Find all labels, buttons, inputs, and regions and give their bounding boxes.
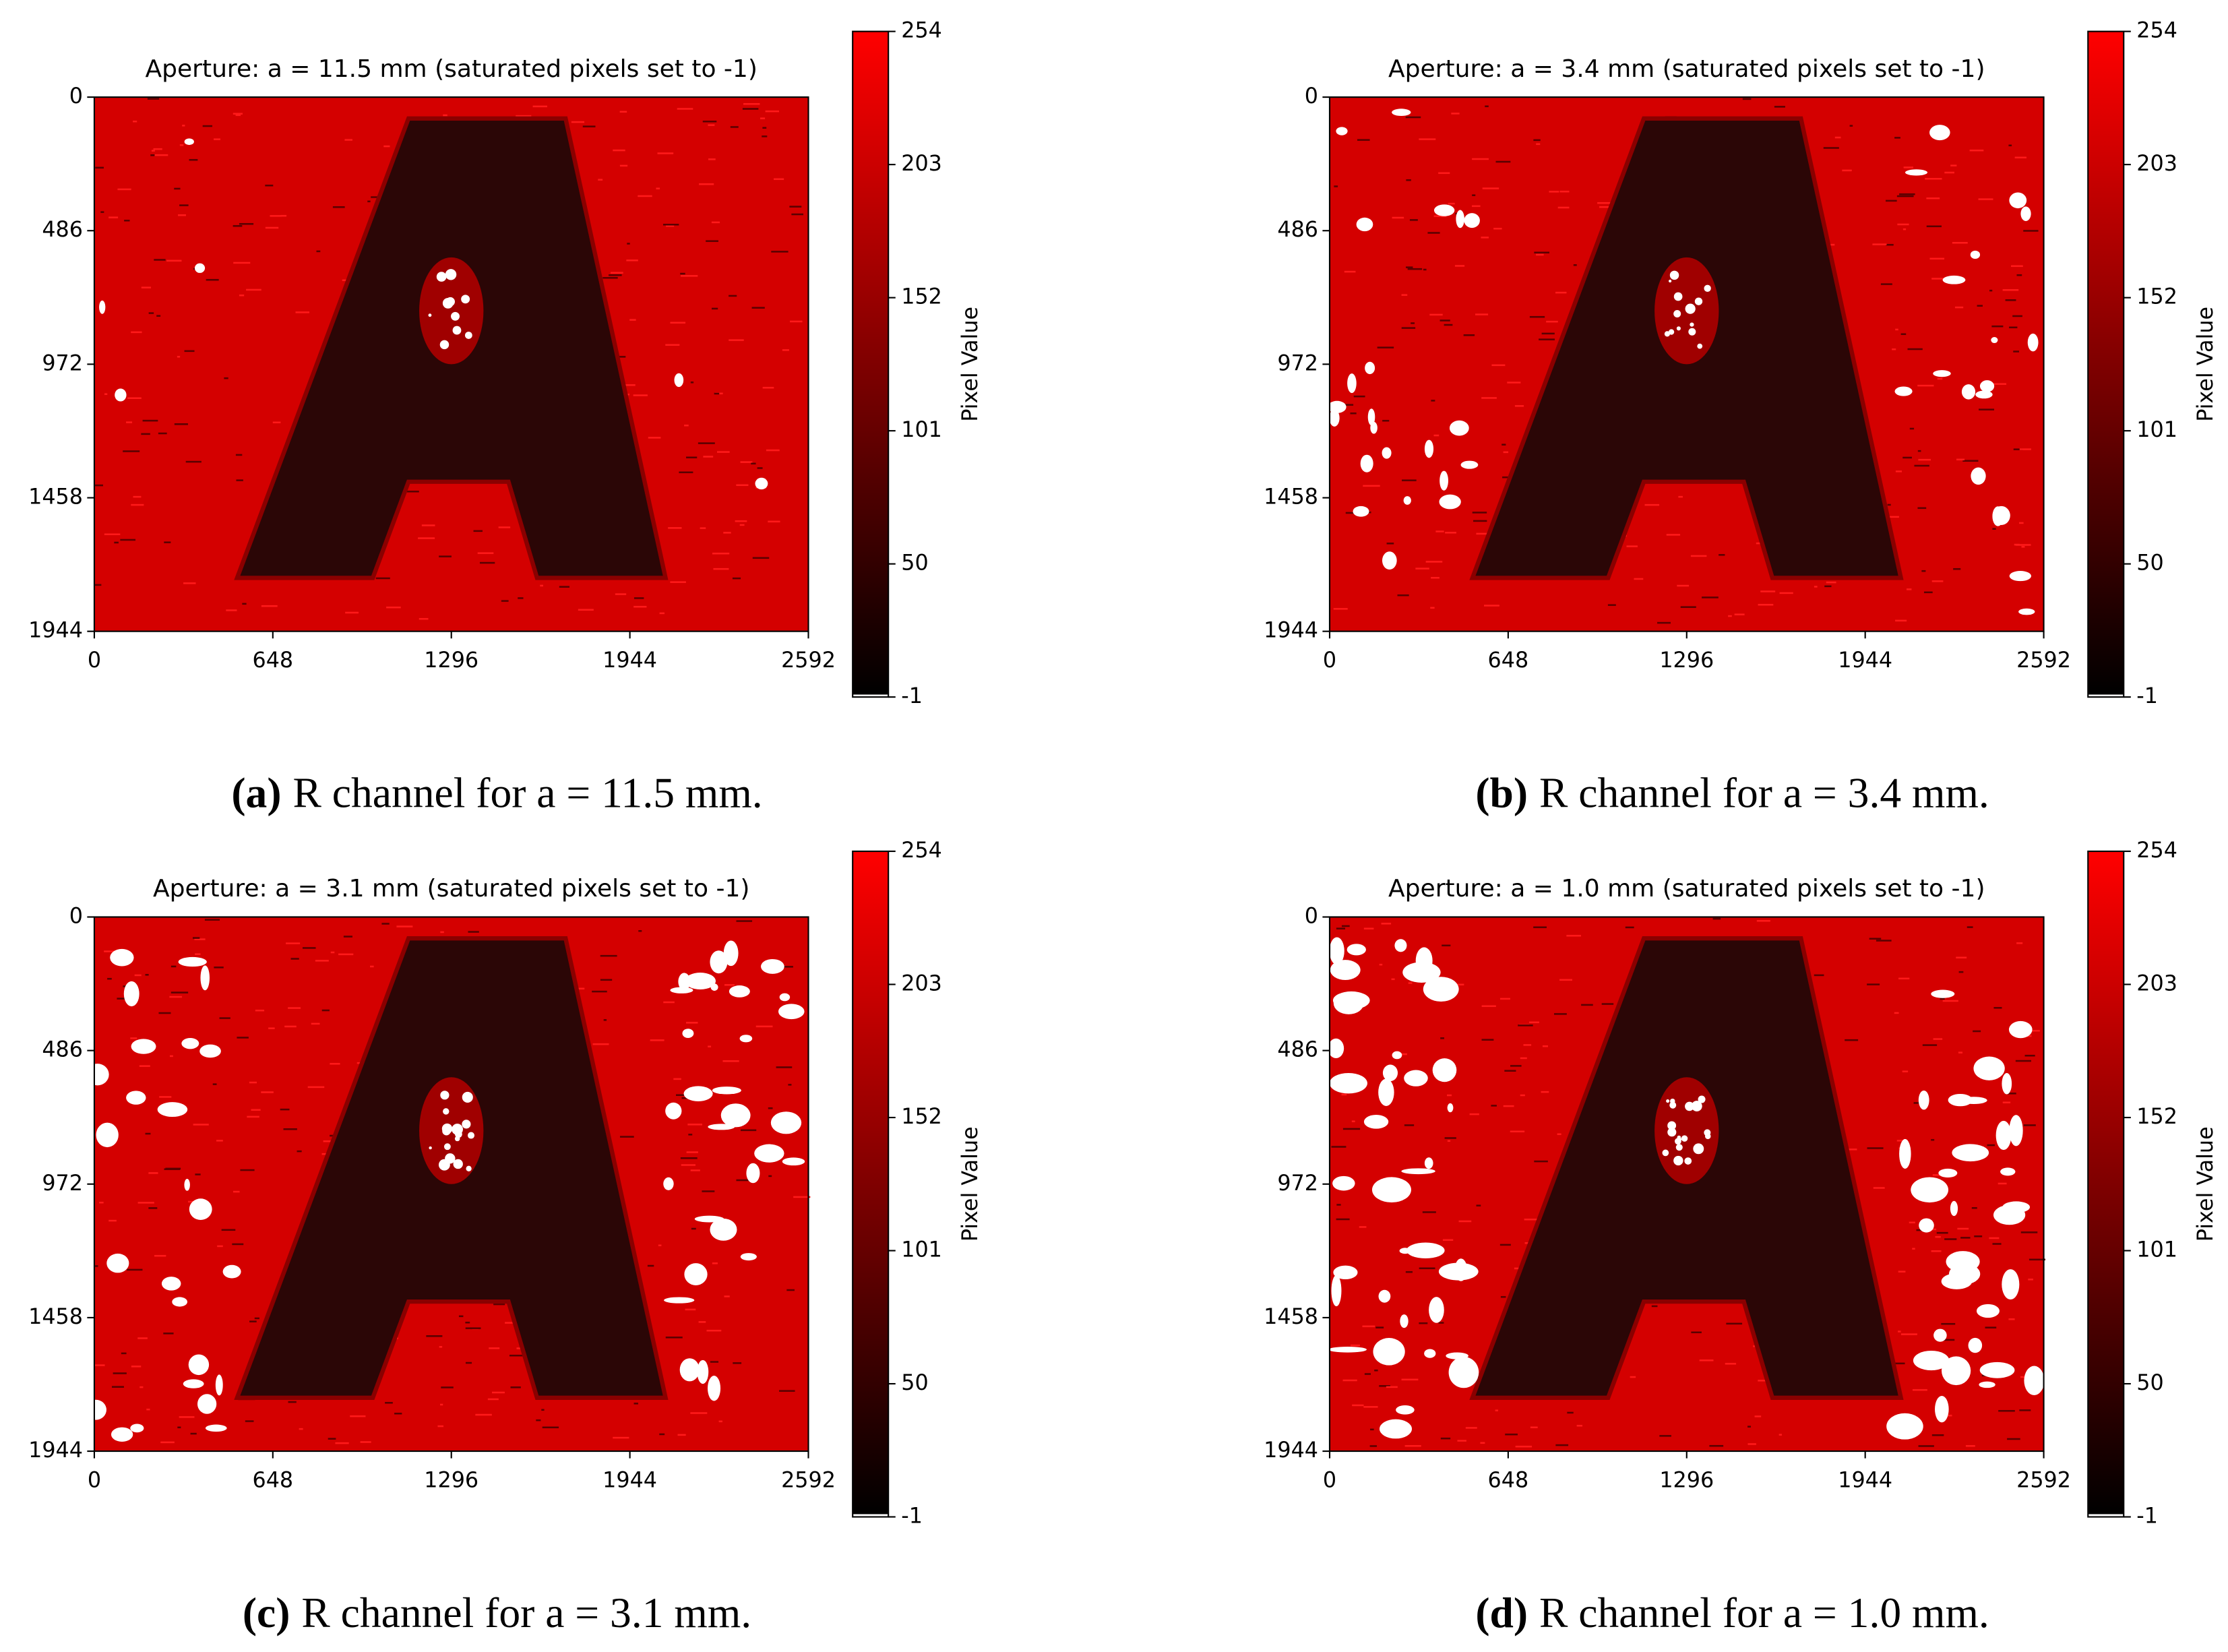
chart-title: Aperture: a = 1.0 mm (saturated pixels s… [1388,875,1985,903]
colorbar-tick-label: 254 [2136,19,2177,43]
x-tick-label: 648 [253,1469,294,1493]
y-tick-label: 1944 [1264,1438,1318,1463]
y-tick-label: 1458 [1264,1305,1318,1329]
colorbar-tick-label: 203 [2136,972,2177,996]
y-tick-label: 0 [69,84,83,109]
colorbar [2087,30,2125,698]
y-tick-label: 0 [1305,84,1318,109]
colorbar-tick-label: 203 [901,972,942,996]
y-tick-label: 1458 [28,485,83,510]
x-tick-label: 1944 [1838,648,1892,673]
x-tick-label: 1296 [1659,1469,1714,1493]
caption-text: R channel for a = 11.5 mm. [292,768,762,816]
y-tick-label: 1458 [28,1305,83,1329]
x-tick-label: 0 [88,1469,101,1493]
y-tick-label: 1944 [1264,619,1318,643]
caption-text: R channel for a = 3.4 mm. [1539,768,1989,816]
y-tick-label: 972 [1277,351,1318,375]
image [85,916,811,1452]
colorbar-tick-label: 101 [2136,418,2177,442]
x-tick-label: 1296 [1659,648,1714,673]
y-tick-label: 486 [42,1038,83,1062]
colorbar-tick-label: 50 [901,1371,928,1395]
colorbar-tick-label: 50 [2136,551,2163,576]
y-tick-label: 486 [1277,1038,1318,1062]
caption-label: (b) [1475,768,1528,816]
image [1328,96,2045,632]
y-tick-label: 0 [69,904,83,928]
colorbar-tick-label: 152 [901,1105,942,1129]
x-tick-label: 1944 [602,648,657,673]
colorbar-tick-label: 101 [2136,1238,2177,1262]
colorbar-label: Pixel Value [958,307,983,422]
y-tick-label: 486 [42,218,83,242]
x-tick-label: 1944 [1838,1469,1892,1493]
colorbar-tick-label: 101 [901,1238,942,1262]
colorbar-tick-label: 254 [2136,838,2177,863]
x-tick-label: 648 [253,648,294,673]
y-tick-label: 1944 [28,619,83,643]
x-tick-label: 1944 [602,1469,657,1493]
x-tick-label: 0 [1323,1469,1336,1493]
y-tick-label: 972 [42,351,83,375]
colorbar-label: Pixel Value [2194,1126,2218,1242]
chart-title: Aperture: a = 3.1 mm (saturated pixels s… [153,875,749,903]
y-tick-label: 0 [1305,904,1318,928]
colorbar-tick-label: 254 [901,838,942,863]
colorbar-tick-label: 152 [2136,1105,2177,1129]
colorbar-tick-label: 152 [901,285,942,309]
x-tick-label: 2592 [2016,1469,2071,1493]
colorbar-label: Pixel Value [958,1126,983,1242]
y-tick-label: 972 [1277,1171,1318,1196]
colorbar [2087,850,2125,1518]
colorbar-tick-label: -1 [2136,684,2158,708]
image [1328,916,2046,1452]
x-tick-label: 648 [1488,648,1529,673]
colorbar-label: Pixel Value [2194,307,2218,422]
y-tick-label: 972 [42,1171,83,1196]
colorbar-tick-label: -1 [901,1504,923,1529]
caption: (c) R channel for a = 3.1 mm. [243,1588,751,1636]
chart-title: Aperture: a = 3.4 mm (saturated pixels s… [1388,55,1985,83]
colorbar-tick-label: 50 [901,551,928,576]
colorbar-tick-label: 203 [2136,152,2177,176]
colorbar-tick-label: -1 [901,684,923,708]
x-tick-label: 0 [1323,648,1336,673]
caption: (a) R channel for a = 11.5 mm. [231,768,762,816]
y-tick-label: 486 [1277,218,1318,242]
x-tick-label: 1296 [424,1469,478,1493]
colorbar-tick-label: 152 [2136,285,2177,309]
chart-title: Aperture: a = 11.5 mm (saturated pixels … [146,55,757,83]
caption-text: R channel for a = 1.0 mm. [1539,1588,1989,1636]
x-tick-label: 0 [88,648,101,673]
caption-label: (a) [231,768,281,816]
caption-label: (d) [1475,1588,1528,1636]
x-tick-label: 2592 [781,1469,836,1493]
colorbar-tick-label: -1 [2136,1504,2158,1529]
colorbar [852,30,890,698]
y-tick-label: 1458 [1264,485,1318,510]
colorbar-tick-label: 101 [901,418,942,442]
x-tick-label: 1296 [424,648,478,673]
colorbar-tick-label: 203 [901,152,942,176]
caption: (d) R channel for a = 1.0 mm. [1475,1588,1989,1636]
x-tick-label: 2592 [2016,648,2071,673]
colorbar [852,850,890,1518]
image [93,96,809,632]
x-tick-label: 648 [1488,1469,1529,1493]
y-tick-label: 1944 [28,1438,83,1463]
colorbar-tick-label: 50 [2136,1371,2163,1395]
x-tick-label: 2592 [781,648,836,673]
caption-label: (c) [243,1588,290,1636]
caption: (b) R channel for a = 3.4 mm. [1475,768,1989,816]
caption-text: R channel for a = 3.1 mm. [301,1588,751,1636]
colorbar-tick-label: 254 [901,19,942,43]
